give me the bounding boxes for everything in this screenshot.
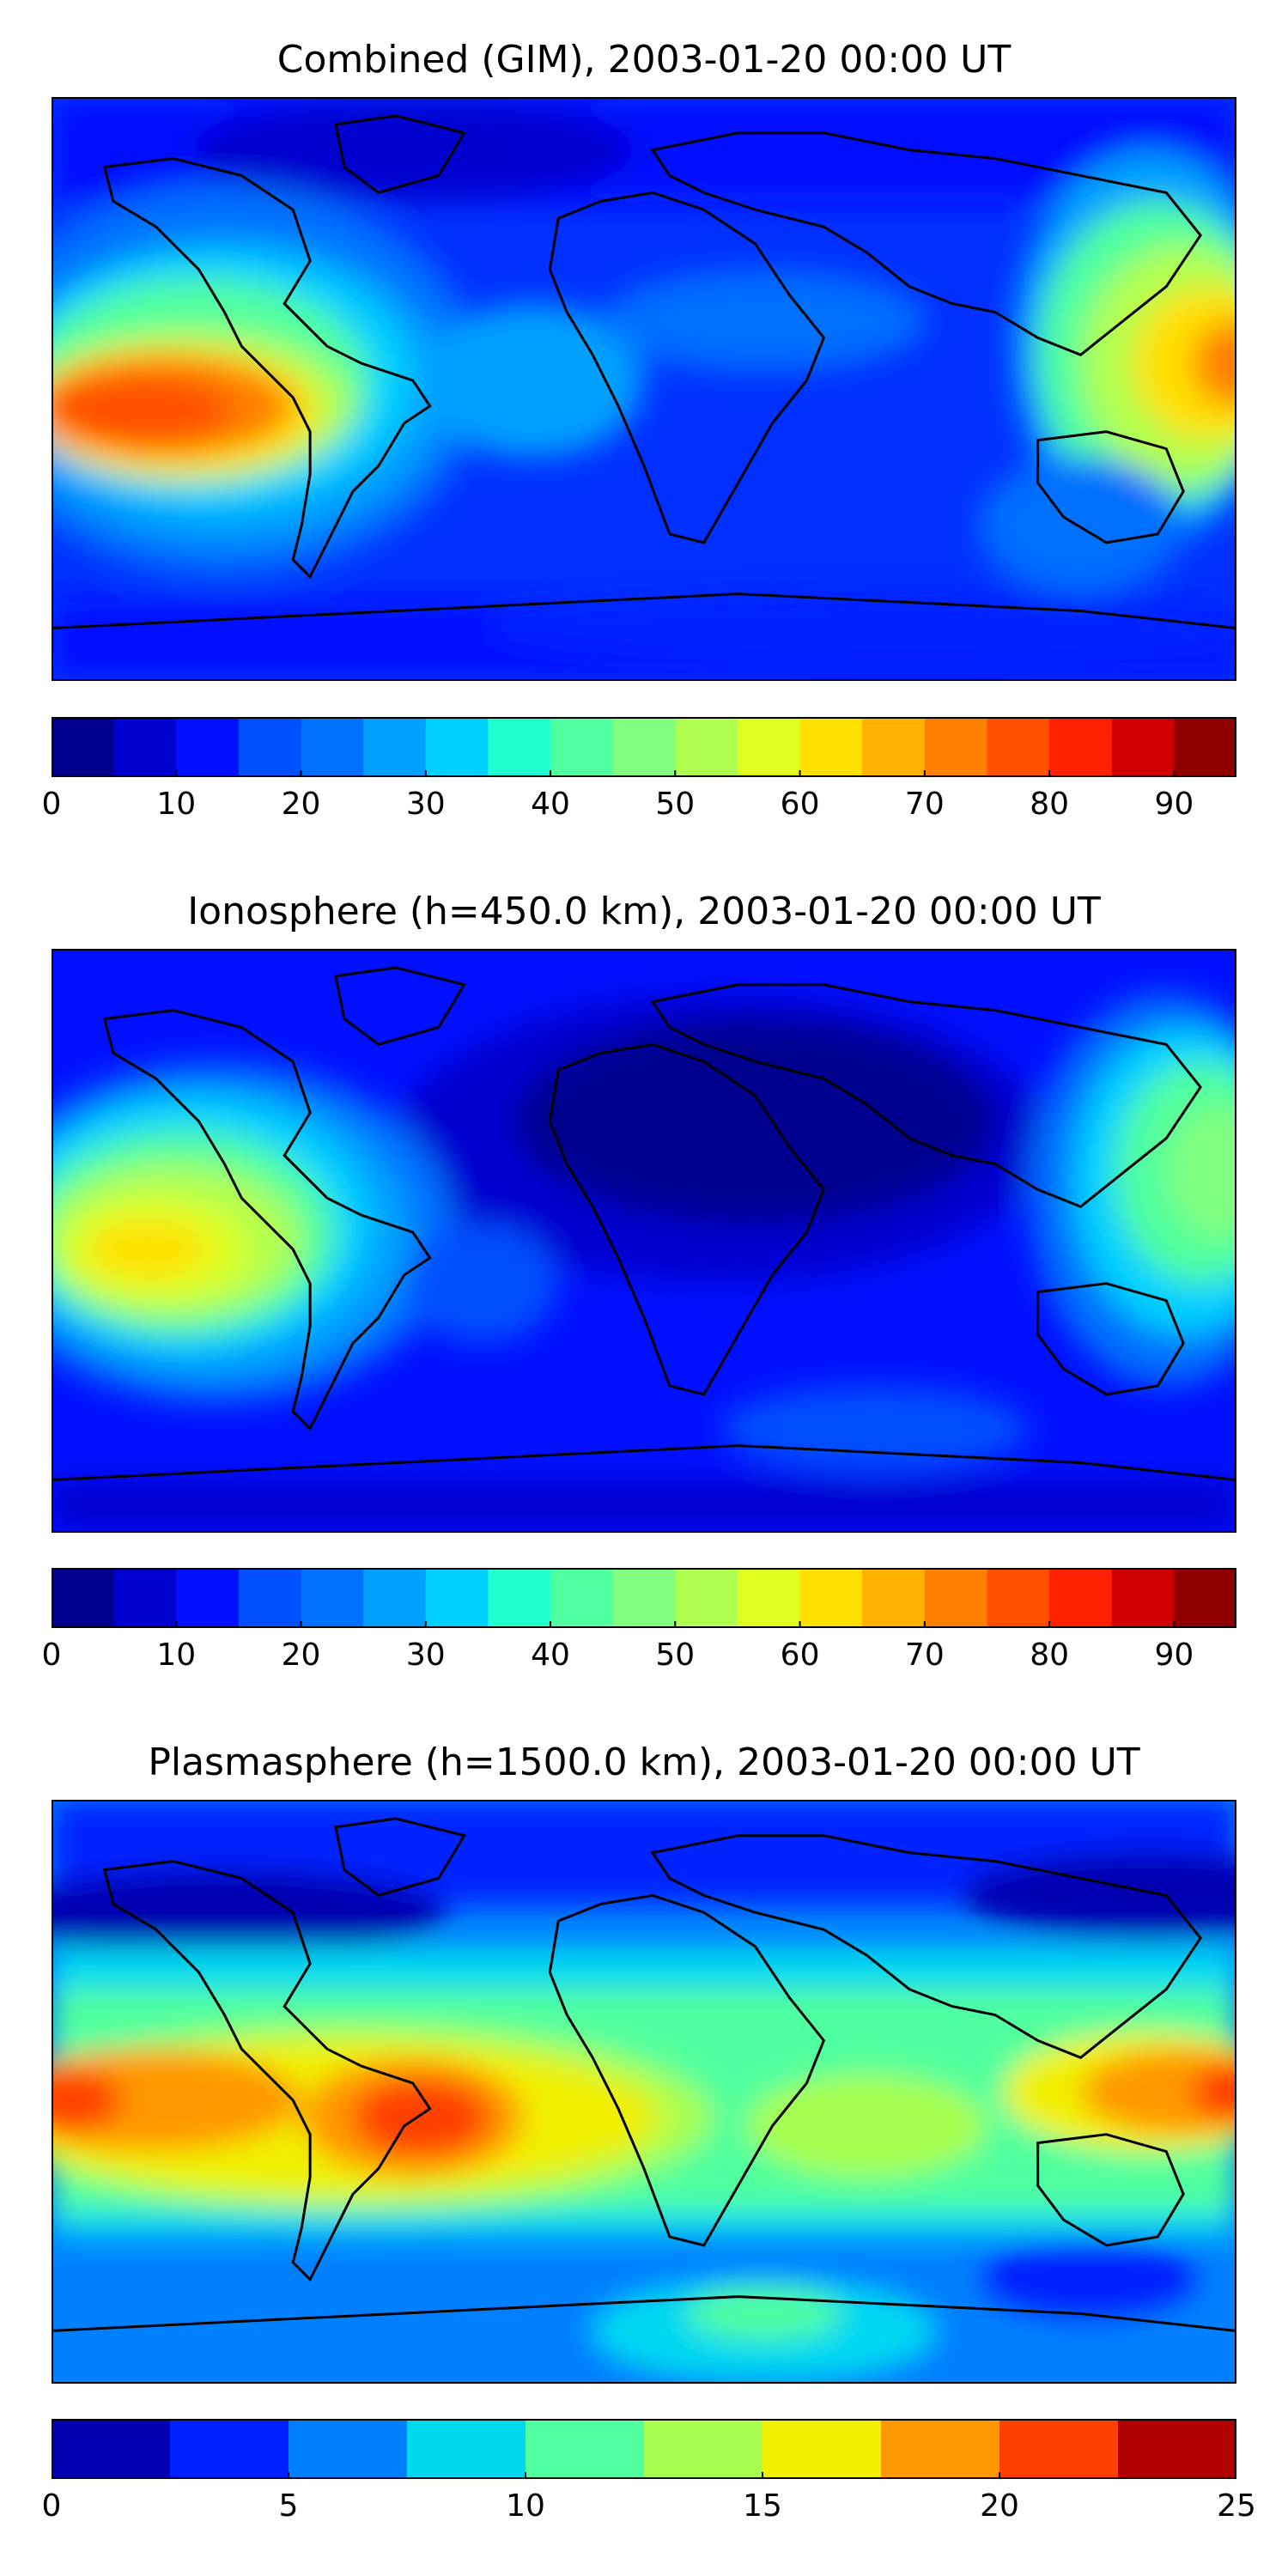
panel-title: Ionosphere (h=450.0 km), 2003-01-20 00:0…: [187, 890, 1101, 933]
map-combined: [52, 97, 1236, 681]
colorbar-tick-label: 90: [1154, 1637, 1194, 1673]
colorbar-segment: [862, 1568, 926, 1628]
colorbar-segment: [737, 717, 801, 777]
colorbar-tick-label: 40: [531, 1637, 570, 1673]
colorbar-segment: [612, 1568, 676, 1628]
colorbar-segment: [1111, 717, 1175, 777]
colorbar-tick-label: 20: [281, 787, 321, 822]
colorbar-segment: [488, 717, 551, 777]
colorbar: [52, 1568, 1236, 1628]
colorbar-segment: [1049, 1568, 1113, 1628]
colorbar-segment: [924, 717, 987, 777]
colorbar-tick-label: 10: [156, 787, 197, 822]
map-ionosphere: [52, 949, 1236, 1533]
colorbar-segment: [644, 2419, 763, 2479]
colorbar-segment: [612, 717, 676, 777]
colorbar-segment: [862, 717, 926, 777]
colorbar-tick-label: 20: [980, 2488, 1019, 2524]
colorbar-tick-label: 30: [405, 1637, 446, 1673]
colorbar-tick-label: 30: [405, 787, 446, 822]
colorbar-segment: [987, 1568, 1050, 1628]
colorbar-segment: [999, 2419, 1119, 2479]
colorbar-segment: [675, 1568, 738, 1628]
colorbar-tick-label: 60: [780, 1637, 820, 1673]
colorbar-svg: [52, 2419, 1236, 2479]
panel-title: Plasmasphere (h=1500.0 km), 2003-01-20 0…: [148, 1741, 1140, 1784]
colorbar-tick-label: 50: [655, 1637, 696, 1673]
colorbar-segment: [550, 1568, 614, 1628]
colorbar-segment: [799, 717, 863, 777]
colorbar-tick-label: 70: [904, 1637, 945, 1673]
colorbar-segment: [425, 717, 489, 777]
colorbar-segment: [1049, 717, 1113, 777]
colorbar-segment: [52, 717, 115, 777]
colorbar-segment: [113, 717, 177, 777]
colorbar-tick-label: 10: [506, 2488, 545, 2524]
colorbar-segment: [881, 2419, 1000, 2479]
map-plasmasphere: [52, 1800, 1236, 2384]
colorbar-segment: [52, 2419, 171, 2479]
colorbar-segment: [52, 1568, 115, 1628]
coastlines: [53, 966, 1235, 1481]
colorbar-tick-label: 50: [655, 787, 696, 822]
coastlines: [53, 1817, 1235, 2332]
colorbar-segment: [550, 717, 614, 777]
colorbar-ticks: 0 10 20 30 40 50 60 70 80 90: [42, 786, 1236, 829]
colorbar-segment: [1111, 1568, 1175, 1628]
colorbar-segment: [1174, 1568, 1236, 1628]
colorbar-border: [52, 2419, 1236, 2479]
colorbar: [52, 2419, 1236, 2479]
colorbar-segment: [301, 717, 364, 777]
colorbar-border: [52, 1568, 1236, 1628]
colorbar-svg: [52, 1568, 1236, 1628]
colorbar-segment: [526, 2419, 645, 2479]
colorbar-ticks: 0 10 20 30 40 50 60 70 80 90: [42, 1637, 1236, 1680]
coastlines: [53, 114, 1235, 629]
colorbar-segment: [425, 1568, 489, 1628]
colorbar-tick-label: 40: [531, 787, 570, 822]
colorbar-segment: [176, 1568, 240, 1628]
map-plot: [53, 1801, 1235, 2382]
colorbar-tick-label: 25: [1217, 2488, 1256, 2524]
colorbar-ticks: 0 5 10 15 20 25: [42, 2488, 1256, 2530]
colorbar-segment: [737, 1568, 801, 1628]
colorbar-tick-label: 70: [904, 787, 945, 822]
colorbar: [52, 717, 1236, 777]
colorbar-segment: [924, 1568, 987, 1628]
colorbar-tick-label: 15: [743, 2488, 782, 2524]
colorbar-border: [52, 717, 1236, 777]
map-plot: [53, 99, 1235, 679]
colorbar-segment: [176, 717, 240, 777]
colorbar-tick-label: 90: [1154, 787, 1194, 822]
colorbar-segment: [363, 717, 427, 777]
colorbar-segment: [407, 2419, 526, 2479]
panel-title: Combined (GIM), 2003-01-20 00:00 UT: [276, 38, 1012, 82]
colorbar-segment: [1118, 2419, 1236, 2479]
colorbar-segment: [762, 2419, 882, 2479]
colorbar-segment: [238, 1568, 302, 1628]
colorbar-segment: [301, 1568, 364, 1628]
colorbar-segment: [238, 717, 302, 777]
colorbar-tick-label: 20: [281, 1637, 321, 1673]
colorbar-tick-label: 10: [156, 1637, 197, 1673]
colorbar-tick-label: 0: [41, 1637, 62, 1673]
colorbar-tick-label: 0: [41, 787, 62, 822]
colorbar-segment: [1174, 717, 1236, 777]
colorbar-svg: [52, 717, 1236, 777]
colorbar-segment: [488, 1568, 551, 1628]
colorbar-segment: [113, 1568, 177, 1628]
colorbar-tick-label: 80: [1030, 1637, 1069, 1673]
colorbar-segment: [289, 2419, 408, 2479]
colorbar-segment: [987, 717, 1050, 777]
colorbar-segment: [363, 1568, 427, 1628]
map-plot: [53, 951, 1235, 1531]
colorbar-segment: [170, 2419, 289, 2479]
colorbar-tick-label: 60: [780, 787, 820, 822]
colorbar-segment: [799, 1568, 863, 1628]
colorbar-segment: [675, 717, 738, 777]
colorbar-tick-label: 0: [41, 2488, 62, 2524]
colorbar-tick-label: 5: [278, 2488, 299, 2524]
colorbar-tick-label: 80: [1030, 787, 1069, 822]
